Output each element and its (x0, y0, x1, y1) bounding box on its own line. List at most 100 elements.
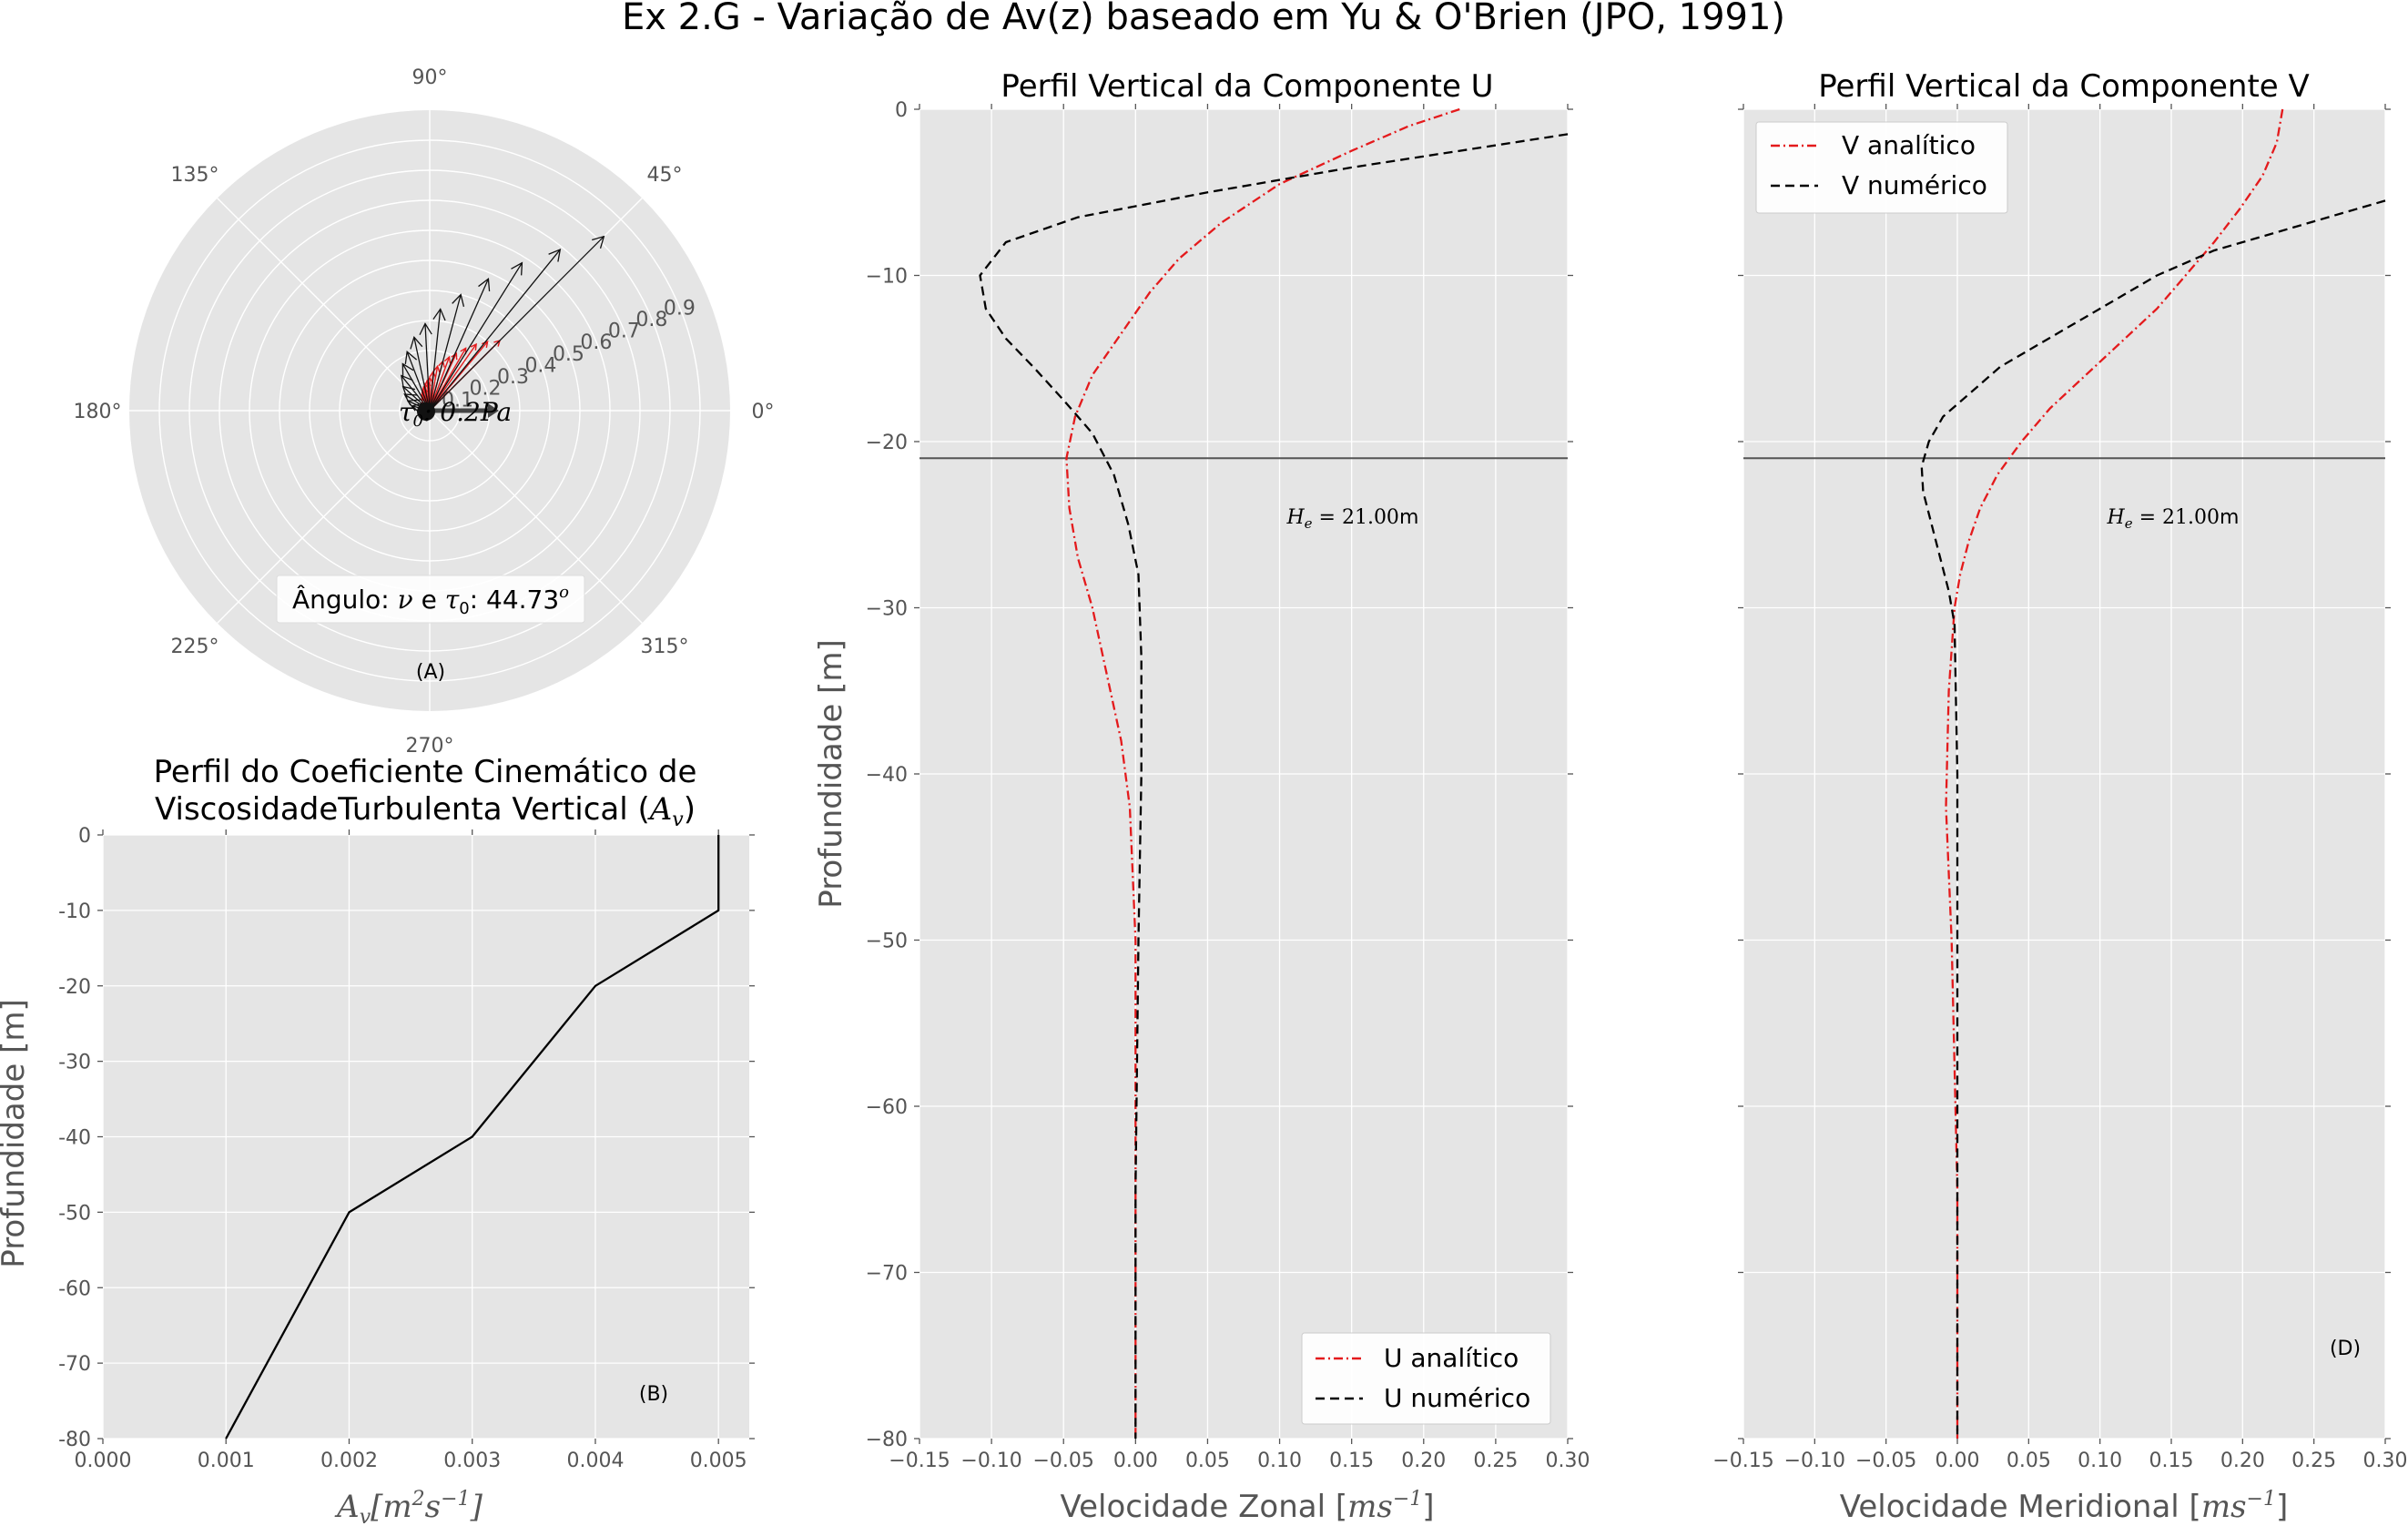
radial-tick-label: 0.9 (664, 297, 696, 320)
x-tick-label: 0.25 (2291, 1450, 2336, 1472)
x-tick-label: 0.001 (198, 1450, 255, 1472)
y-tick-label: -50 (58, 1202, 91, 1225)
panel-d-axes: −0.15 −0.10 −0.05 0.00 0.05 0.10 0.15 0.20 0.25 0… (1712, 104, 2407, 1472)
panel-d-title: Perfil Vertical da Componente V (1818, 68, 2310, 105)
polar-radial-ticks: 0.10.20.30.40.50.60.70.80.9 (442, 297, 696, 412)
x-tick-label: −0.15 (889, 1450, 950, 1472)
legend-box (1755, 121, 2008, 214)
y-tick-label: -10 (58, 900, 91, 923)
x-tick-label: 0.25 (1473, 1450, 1518, 1472)
black-vector (429, 235, 605, 412)
panel-c-u-profile: Perfil Vertical da Componente U −0.15 −0.… (813, 68, 1590, 1525)
black-vector (429, 261, 523, 412)
angle-tick-135: 135° (171, 164, 219, 187)
ekman-depth-label: He = 21.00m (2107, 506, 2240, 532)
black-vector (429, 248, 562, 412)
angle-tick-270: 270° (406, 735, 454, 758)
x-tick-label: 0.002 (320, 1450, 378, 1472)
x-tick-label: 0.004 (566, 1450, 624, 1472)
wind-stress-label: τ0: 0.2Pa (399, 397, 512, 431)
y-tick-label: 0 (895, 99, 908, 122)
radial-tick-label: 0.5 (553, 343, 584, 366)
red-vector (429, 342, 477, 412)
panel-c-xlabel: Velocidade Zonal [ms−1] (1060, 1488, 1434, 1525)
x-tick-label: 0.10 (2078, 1450, 2122, 1472)
series-line (225, 835, 720, 1440)
angle-info-box (276, 575, 585, 624)
polar-spoke (429, 410, 643, 624)
angle-tick-225: 225° (171, 636, 219, 658)
panel-b-label: (B) (639, 1383, 668, 1406)
x-tick-label: 0.000 (75, 1450, 132, 1472)
u-analítico-line (1065, 107, 1460, 1439)
figure-suptitle: Ex 2.G - Variação de Av(z) baseado em Yu… (622, 0, 1785, 38)
panel-d-v-profile: Perfil Vertical da Componente V −0.15 −0.… (1712, 68, 2407, 1525)
panel-d-xlabel: Velocidade Meridional [ms−1] (1840, 1488, 2288, 1525)
x-tick-label: 0.30 (2363, 1450, 2408, 1472)
x-tick-label: −0.10 (960, 1450, 1021, 1472)
y-tick-label: -60 (58, 1277, 91, 1300)
black-vector (429, 278, 491, 412)
y-tick-label: −60 (866, 1096, 908, 1119)
black-vector (410, 335, 431, 412)
panel-a-polar-chart: 0° 45° 90° 135° 180° 225° 270° 315° 0.10… (74, 66, 775, 758)
angle-info-text: Ângulo: ν e τ0: 44.73o (292, 583, 569, 618)
y-tick-label: -20 (58, 976, 91, 999)
y-tick-label: −70 (866, 1263, 908, 1286)
x-tick-label: −0.05 (1855, 1450, 1916, 1472)
ekman-depth-label: He = 21.00m (1285, 506, 1418, 532)
panel-c-ylabel: Profundidade [m] (813, 639, 849, 908)
legend-label-u-analytic: U analítico (1384, 1343, 1519, 1373)
radial-tick-label: 0.7 (608, 320, 640, 343)
legend-label-v-numeric: V numérico (1842, 170, 1987, 200)
black-vector-fan (400, 235, 605, 415)
black-vector (429, 293, 465, 412)
radial-tick-label: 0.4 (524, 354, 556, 377)
panel-b-title-line1: Perfil do Coeficiente Cinemático de (154, 754, 697, 790)
x-tick-label: −0.05 (1033, 1450, 1094, 1472)
panel-c-title: Perfil Vertical da Componente U (1001, 68, 1493, 105)
y-tick-label: −80 (866, 1429, 908, 1451)
y-tick-label: −40 (866, 764, 908, 787)
y-tick-label: −50 (866, 931, 908, 953)
black-vector (404, 351, 431, 412)
x-tick-label: 0.003 (443, 1450, 501, 1472)
radial-tick-label: 0.8 (635, 309, 667, 331)
x-tick-label: 0.005 (690, 1450, 747, 1472)
panel-b-viscosity-profile: Perfil do Coeficiente Cinemático de Visc… (0, 754, 755, 1526)
polar-spoke (217, 198, 431, 412)
black-vector (419, 322, 432, 412)
panel-b-title-line2: ViscosidadeTurbulenta Vertical (Av) (155, 791, 696, 831)
x-tick-label: 0.20 (1401, 1450, 1446, 1472)
panel-d-legend: V analítico V numérico (1755, 121, 2008, 214)
black-vector (429, 308, 446, 412)
x-tick-label: 0.30 (1546, 1450, 1590, 1472)
x-tick-label: 0.10 (1257, 1450, 1302, 1472)
panel-a-label: (A) (416, 661, 445, 684)
x-tick-label: 0.05 (1185, 1450, 1230, 1472)
angle-tick-90: 90° (412, 66, 448, 89)
radial-tick-label: 0.6 (580, 331, 612, 354)
u-numérico-line (979, 133, 1569, 1439)
y-tick-label: -80 (58, 1429, 91, 1451)
angle-tick-315: 315° (641, 636, 689, 658)
y-tick-label: −20 (866, 432, 908, 454)
y-tick-label: -40 (58, 1127, 91, 1150)
x-tick-label: −0.15 (1712, 1450, 1773, 1472)
panel-b-axes: 0.000 0.001 0.002 0.003 0.004 0.005 0 -10 -20 -30… (58, 825, 755, 1472)
wind-stress-arrow (417, 402, 499, 421)
panel-b-xlabel: Av[m2s−1] (334, 1488, 483, 1526)
y-tick-label: 0 (78, 825, 91, 848)
panel-c-legend: U analítico U numérico (1301, 1332, 1551, 1425)
polar-angle-ticks: 0° 45° 90° 135° 180° 225° 270° 315° (74, 66, 775, 758)
y-tick-label: -70 (58, 1353, 91, 1376)
panel-c-axes: −0.15 −0.10 −0.05 0.00 0.05 0.10 0.15 0.20 0.25 0… (866, 99, 1590, 1472)
radial-tick-label: 0.2 (469, 378, 501, 401)
red-vector (429, 355, 452, 412)
v-numérico-line (1920, 199, 2386, 1439)
v-analítico-line (1945, 108, 2284, 1439)
x-tick-label: −0.10 (1784, 1450, 1845, 1472)
x-tick-label: 0.05 (2007, 1450, 2051, 1472)
legend-box (1301, 1332, 1551, 1425)
